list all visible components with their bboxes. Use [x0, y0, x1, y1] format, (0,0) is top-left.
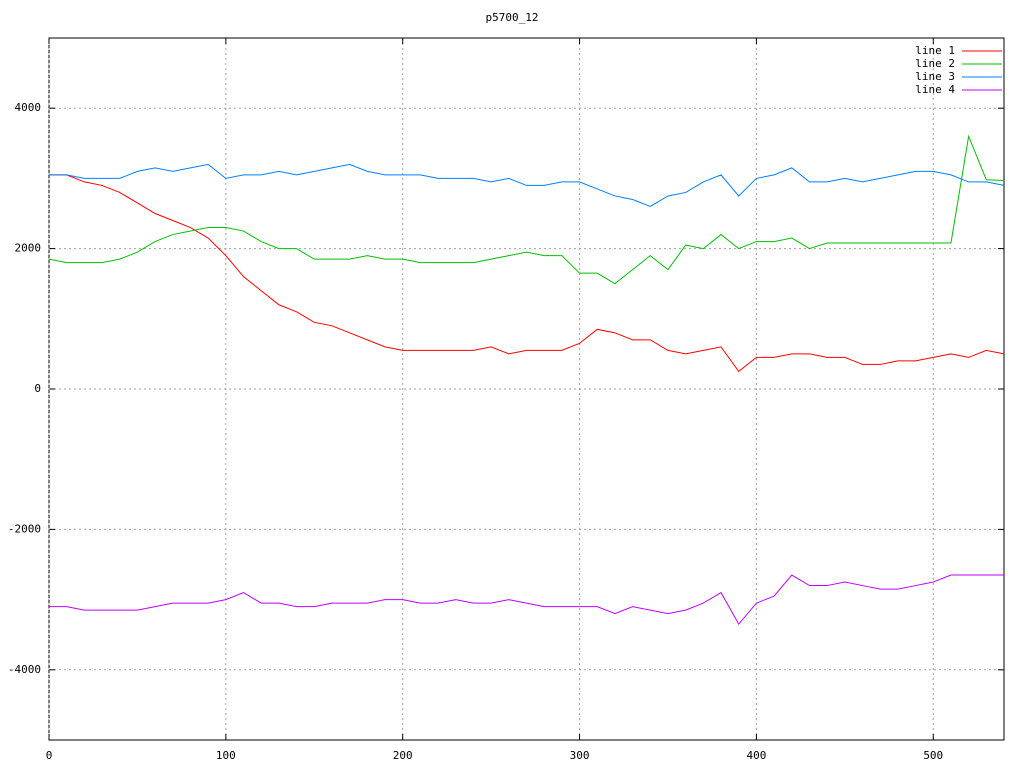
legend-label: line 1 — [915, 44, 955, 57]
x-tick-label: 500 — [923, 749, 943, 762]
x-tick-label: 0 — [46, 749, 53, 762]
x-tick-label: 300 — [570, 749, 590, 762]
series-line — [49, 174, 1005, 373]
y-tick-label: -2000 — [8, 522, 41, 535]
series-line — [49, 574, 1004, 626]
y-tick-label: -4000 — [8, 663, 41, 676]
series-line — [49, 163, 1005, 208]
x-tick-label: 400 — [746, 749, 766, 762]
y-tick-label: 0 — [34, 382, 41, 395]
chart-title: p5700_12 — [486, 11, 539, 24]
y-tick-label: 4000 — [15, 101, 42, 114]
legend-label: line 4 — [915, 83, 955, 96]
series-line — [48, 134, 1005, 285]
legend-label: line 3 — [915, 70, 955, 83]
x-tick-label: 100 — [216, 749, 236, 762]
y-tick-label: 2000 — [15, 242, 42, 255]
legend-label: line 2 — [915, 57, 955, 70]
x-tick-label: 200 — [393, 749, 413, 762]
